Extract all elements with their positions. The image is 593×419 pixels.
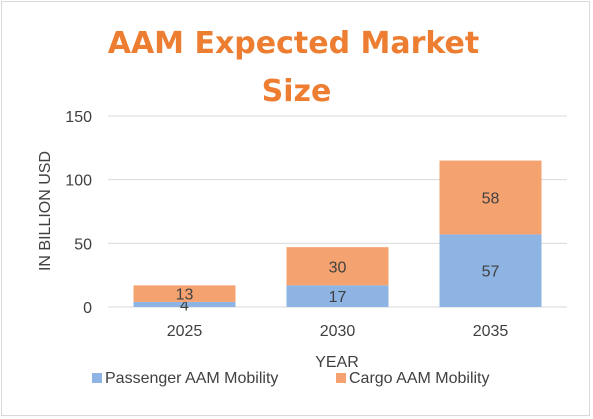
y-tick-label-50: 50 <box>74 236 92 253</box>
bar-2025-passenger <box>133 301 236 307</box>
y-tick-label-150: 150 <box>65 109 92 126</box>
y-tick-label-0: 0 <box>83 300 92 317</box>
data-label-2035-passenger: 57 <box>482 264 500 281</box>
bar-2025-cargo <box>133 285 236 302</box>
y-tick-label-100: 100 <box>65 173 92 190</box>
chart-title-line-2: Size <box>261 74 332 109</box>
x-axis-title: YEAR <box>315 354 359 371</box>
data-label-2030-cargo: 30 <box>329 259 347 276</box>
legend-swatch-passenger <box>92 373 102 383</box>
data-label-2025-passenger: 4 <box>180 297 189 314</box>
legend-swatch-cargo <box>336 373 346 383</box>
x-tick-label-2025: 2025 <box>167 323 203 340</box>
legend-label-passenger: Passenger AAM Mobility <box>105 370 278 387</box>
legend-label-cargo: Cargo AAM Mobility <box>349 370 490 387</box>
bar-2030-cargo <box>286 247 389 286</box>
x-tick-label-2030: 2030 <box>320 323 356 340</box>
data-label-2025-cargo: 13 <box>176 287 194 304</box>
y-axis-title: IN BILLION USD <box>37 151 54 271</box>
x-tick-label-2035: 2035 <box>473 323 509 340</box>
data-label-2030-passenger: 17 <box>329 289 347 306</box>
bar-2030-passenger <box>286 285 389 307</box>
chart-title-line-1: AAM Expected Market <box>107 26 480 61</box>
data-label-2035-cargo: 58 <box>482 190 500 207</box>
bar-2035-cargo <box>439 160 542 235</box>
bar-2035-passenger <box>439 234 542 307</box>
